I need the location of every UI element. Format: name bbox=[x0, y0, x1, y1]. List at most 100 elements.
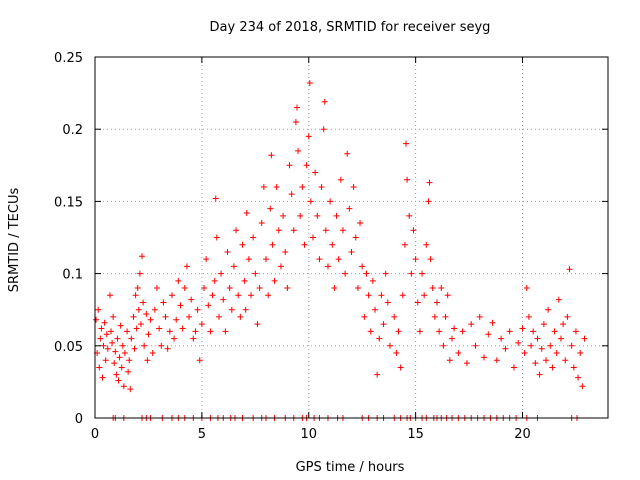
data-point bbox=[286, 162, 293, 169]
data-point bbox=[429, 285, 436, 292]
data-point bbox=[354, 285, 361, 292]
data-point bbox=[528, 342, 535, 349]
data-point bbox=[258, 220, 265, 227]
data-point bbox=[212, 195, 219, 202]
data-point bbox=[555, 296, 562, 303]
data-point bbox=[434, 299, 440, 306]
data-point bbox=[127, 386, 134, 393]
data-point bbox=[410, 227, 417, 234]
data-points bbox=[93, 79, 588, 421]
data-point bbox=[557, 335, 564, 342]
data-point bbox=[149, 350, 156, 357]
data-point bbox=[572, 328, 579, 335]
data-point bbox=[98, 325, 105, 332]
data-point bbox=[549, 364, 556, 371]
data-point bbox=[271, 277, 278, 284]
data-point bbox=[140, 299, 147, 306]
data-point bbox=[540, 321, 547, 328]
y-tick-label: 0.2 bbox=[62, 123, 83, 138]
data-point bbox=[543, 357, 550, 364]
data-point bbox=[352, 234, 359, 241]
data-point bbox=[391, 313, 398, 320]
data-point bbox=[547, 342, 554, 349]
data-point bbox=[425, 198, 432, 205]
data-point bbox=[111, 360, 118, 367]
data-point bbox=[382, 270, 389, 277]
data-point bbox=[380, 321, 387, 328]
data-point bbox=[359, 263, 366, 270]
data-point bbox=[468, 321, 475, 328]
data-point bbox=[459, 328, 466, 335]
data-point bbox=[493, 357, 500, 364]
data-point bbox=[209, 292, 216, 299]
data-point bbox=[427, 256, 434, 263]
data-point bbox=[144, 357, 151, 364]
data-point bbox=[133, 325, 140, 332]
x-tick-label: 15 bbox=[407, 427, 424, 442]
data-point bbox=[414, 299, 421, 306]
data-point bbox=[284, 285, 291, 292]
data-point bbox=[109, 339, 116, 346]
data-point bbox=[316, 256, 323, 263]
data-point bbox=[239, 241, 246, 248]
data-point bbox=[103, 331, 110, 338]
data-point bbox=[412, 256, 419, 263]
data-point bbox=[131, 345, 138, 352]
data-point bbox=[211, 277, 218, 284]
data-point bbox=[243, 209, 250, 216]
data-point bbox=[551, 328, 558, 335]
data-point bbox=[481, 354, 488, 361]
data-point bbox=[277, 263, 284, 270]
data-point bbox=[164, 345, 171, 352]
data-point bbox=[327, 198, 334, 205]
data-point bbox=[119, 342, 126, 349]
data-point bbox=[97, 335, 104, 342]
data-point bbox=[190, 335, 197, 342]
y-tick-label: 0.25 bbox=[54, 51, 83, 66]
data-point bbox=[403, 140, 410, 147]
data-point bbox=[331, 285, 338, 292]
data-point bbox=[256, 285, 263, 292]
data-point bbox=[448, 335, 455, 342]
data-point bbox=[248, 292, 255, 299]
data-point bbox=[579, 383, 586, 390]
data-point bbox=[203, 256, 210, 263]
data-point bbox=[96, 364, 103, 371]
data-point bbox=[265, 292, 272, 299]
x-axis-label: GPS time / hours bbox=[296, 460, 405, 475]
data-point bbox=[196, 357, 203, 364]
data-point bbox=[324, 263, 331, 270]
data-point bbox=[145, 331, 152, 338]
data-point bbox=[263, 256, 269, 263]
data-point bbox=[126, 357, 133, 364]
data-point bbox=[241, 277, 248, 284]
data-point bbox=[564, 313, 571, 320]
data-point bbox=[222, 328, 229, 335]
data-point bbox=[290, 227, 297, 234]
data-point bbox=[134, 285, 141, 292]
data-point bbox=[361, 313, 368, 320]
data-point bbox=[506, 328, 513, 335]
data-point bbox=[269, 241, 276, 248]
y-axis-label: SRMTID / TECUs bbox=[7, 188, 22, 293]
data-point bbox=[213, 234, 220, 241]
data-point bbox=[562, 357, 569, 364]
data-point bbox=[581, 335, 588, 342]
data-point bbox=[498, 335, 505, 342]
data-point bbox=[442, 313, 449, 320]
data-point bbox=[186, 313, 193, 320]
data-point bbox=[321, 98, 328, 105]
data-point bbox=[399, 292, 406, 299]
data-point bbox=[357, 220, 364, 227]
data-point bbox=[301, 241, 308, 248]
data-point bbox=[307, 198, 314, 205]
data-point bbox=[175, 277, 182, 284]
data-point bbox=[346, 205, 353, 212]
x-tick-label: 20 bbox=[514, 427, 531, 442]
data-point bbox=[171, 335, 178, 342]
y-tick-label: 0.15 bbox=[54, 195, 83, 210]
data-point bbox=[130, 313, 137, 320]
data-point bbox=[260, 183, 267, 190]
data-point bbox=[100, 342, 107, 349]
data-point bbox=[230, 263, 237, 270]
